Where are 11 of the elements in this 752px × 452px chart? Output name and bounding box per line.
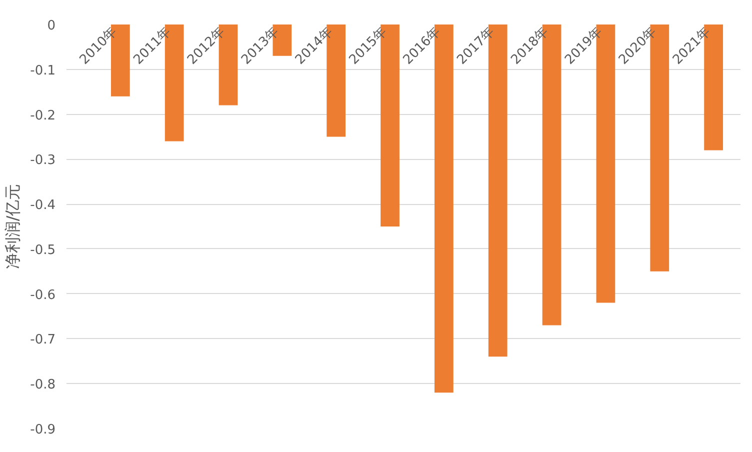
y-tick-label: -0.3 bbox=[30, 153, 56, 168]
y-tick-label: -0.2 bbox=[30, 108, 56, 124]
y-tick-label: -0.1 bbox=[30, 63, 56, 78]
y-tick-label: -0.8 bbox=[30, 378, 56, 393]
y-tick-label: 0 bbox=[47, 18, 56, 34]
y-tick-label: -0.7 bbox=[30, 332, 56, 348]
y-axis-title: 净利润/亿元 bbox=[3, 184, 22, 270]
y-tick-label: -0.4 bbox=[30, 198, 56, 214]
y-tick-label: -0.9 bbox=[30, 422, 56, 438]
y-tick-label: -0.6 bbox=[30, 288, 56, 303]
y-tick-label: -0.5 bbox=[30, 242, 56, 258]
